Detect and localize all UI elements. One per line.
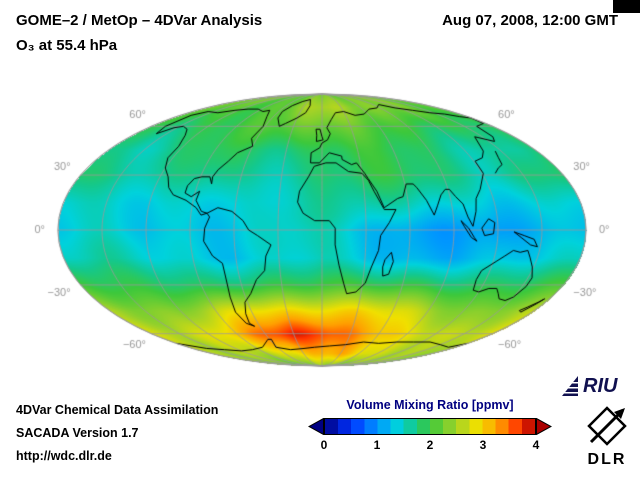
colorbar-gradient: [324, 418, 536, 435]
tick-label: 2: [426, 438, 434, 452]
timestamp: Aug 07, 2008, 12:00 GMT: [442, 12, 618, 29]
tick-label: 0: [320, 438, 328, 452]
footer-line-version: SACADA Version 1.7: [16, 426, 139, 440]
footer-line-assimilation: 4DVar Chemical Data Assimilation: [16, 403, 219, 417]
corner-mark: [613, 0, 640, 13]
dlr-logo: DLR: [576, 404, 638, 469]
colorbar-ticks: 0 1 2 3 4: [320, 438, 540, 452]
dlr-logo-icon: [587, 406, 627, 446]
riu-logo-text: RIU: [583, 374, 618, 397]
riu-logo: RIU: [560, 374, 617, 398]
tick-label: 1: [373, 438, 381, 452]
colorbar-row: [302, 418, 558, 435]
header: GOME–2 / MetOp – 4DVar Analysis O₃ at 55…: [16, 12, 262, 54]
riu-logo-icon: [562, 376, 578, 396]
colorbar-title: Volume Mixing Ratio [ppmv]: [346, 398, 514, 412]
tick-label: 4: [532, 438, 540, 452]
colorbar-left-arrow: [308, 418, 324, 435]
plot-title: GOME–2 / MetOp – 4DVar Analysis: [16, 12, 263, 29]
footer: 4DVar Chemical Data Assimilation SACADA …: [16, 399, 218, 468]
colorbar: Volume Mixing Ratio [ppmv] 0 1 2 3 4: [302, 398, 558, 452]
colorbar-right-arrow: [536, 418, 552, 435]
tick-label: 3: [479, 438, 487, 452]
dlr-logo-text: DLR: [587, 451, 627, 468]
plot-subtitle: O₃ at 55.4 hPa: [16, 37, 118, 54]
footer-line-url: http://wdc.dlr.de: [16, 449, 112, 463]
